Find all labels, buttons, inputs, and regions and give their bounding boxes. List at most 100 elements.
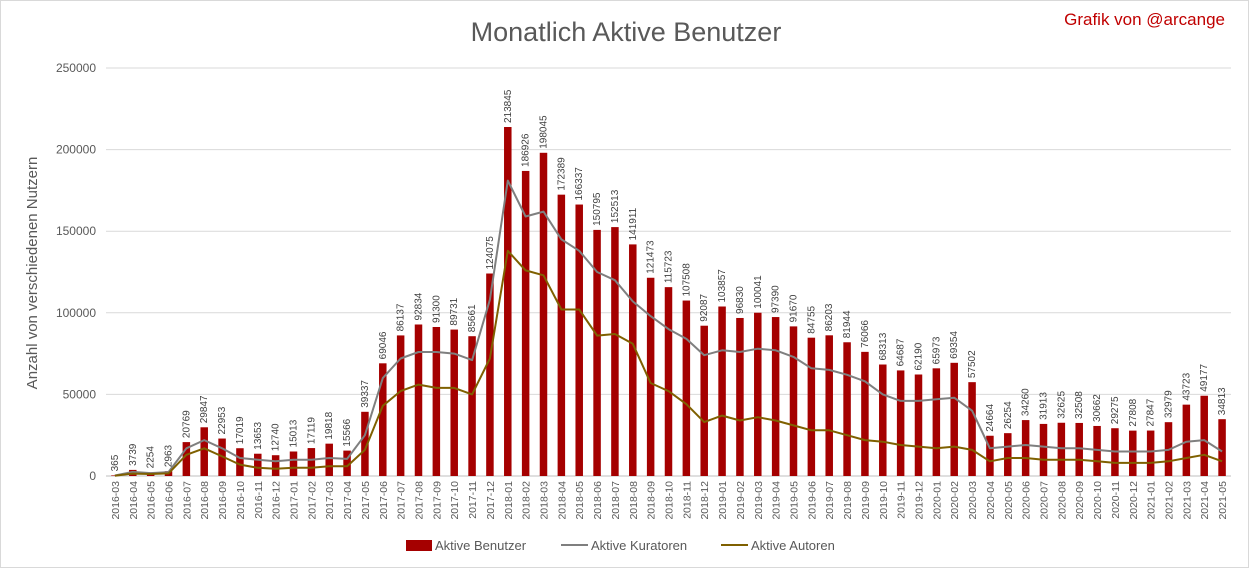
x-tick-label: 2019-05 (789, 481, 801, 520)
data-label: 30662 (1092, 394, 1103, 422)
data-label: 27808 (1128, 398, 1139, 426)
bar-aktive-benutzer (646, 277, 655, 476)
bar-aktive-benutzer (807, 337, 816, 476)
x-tick-label: 2021-04 (1199, 481, 1211, 520)
x-tick-label: 2018-08 (628, 481, 640, 520)
data-label: 32625 (1056, 391, 1067, 419)
x-tick-label: 2020-10 (1092, 481, 1104, 520)
line-aktive-autoren (114, 249, 1223, 477)
x-tick-label: 2019-07 (824, 481, 836, 520)
x-tick-label: 2016-06 (164, 481, 176, 520)
data-label: 166337 (574, 167, 585, 201)
data-label: 17119 (306, 417, 317, 445)
x-tick-label: 2020-03 (967, 481, 979, 520)
bar-aktive-benutzer (1057, 422, 1066, 476)
x-tick-label: 2017-08 (414, 481, 426, 520)
line-aktive-kuratoren (114, 179, 1223, 477)
x-tick-label: 2016-09 (217, 481, 229, 520)
data-label: 172389 (556, 157, 567, 191)
x-tick-label: 2016-10 (235, 481, 247, 520)
bar-aktive-benutzer (914, 374, 923, 476)
x-tick-label: 2020-11 (1110, 481, 1122, 519)
data-label: 32979 (1164, 390, 1175, 418)
bar-aktive-benutzer (593, 229, 601, 476)
bar-aktive-benutzer (236, 448, 244, 476)
data-label: 69046 (378, 331, 389, 359)
data-label: 81944 (842, 310, 853, 338)
bar-aktive-benutzer (325, 443, 333, 476)
x-tick-label: 2017-10 (449, 481, 461, 520)
x-tick-label: 2019-02 (735, 481, 747, 520)
bar-aktive-benutzer (468, 336, 476, 476)
x-tick-label: 2016-03 (110, 481, 122, 520)
x-tick-label: 2021-02 (1164, 481, 1176, 520)
x-tick-label: 2019-04 (771, 481, 783, 520)
x-tick-label: 2018-01 (503, 481, 515, 520)
data-label: 49177 (1199, 363, 1210, 391)
data-label-layer: 365 3739 2254 2963 20769 29847 22953 17019 13653… (110, 89, 1228, 471)
data-label: 64687 (896, 338, 907, 366)
legend-label-aktive-benutzer: Aktive Benutzer (435, 538, 527, 553)
line-layer (114, 179, 1223, 477)
x-tick-label: 2017-04 (342, 481, 354, 520)
bar-aktive-benutzer (1146, 430, 1155, 476)
legend-label-aktive-autoren: Aktive Autoren (751, 538, 835, 553)
x-tick-label: 2020-05 (1003, 481, 1015, 520)
data-label: 34260 (1021, 388, 1032, 416)
bar-aktive-benutzer (575, 204, 583, 476)
x-tick-label: 2020-09 (1074, 481, 1086, 520)
x-tick-label: 2020-06 (1021, 481, 1033, 520)
bar-aktive-benutzer (843, 342, 851, 476)
bar-aktive-benutzer (379, 363, 387, 476)
bar-aktive-benutzer (789, 326, 798, 476)
data-label: 97390 (771, 285, 782, 313)
data-label: 150795 (592, 192, 603, 226)
bar-aktive-benutzer (879, 364, 887, 476)
data-label: 24664 (985, 404, 996, 432)
x-tick-label: 2017-05 (360, 481, 372, 520)
data-label: 43723 (1181, 372, 1192, 400)
data-label: 365 (110, 454, 121, 471)
x-tick-label: 2018-05 (574, 481, 586, 520)
x-tick-label: 2021-05 (1217, 481, 1229, 520)
bar-aktive-benutzer (307, 448, 316, 476)
x-tick-label: 2020-04 (985, 481, 997, 520)
data-label: 15566 (342, 418, 353, 446)
data-label: 198045 (539, 115, 550, 149)
bar-aktive-benutzer (825, 335, 833, 476)
bar-aktive-benutzer (396, 335, 405, 476)
data-label: 2963 (164, 444, 175, 467)
x-tick-label: 2017-03 (324, 481, 336, 520)
bar-aktive-benutzer (254, 453, 262, 476)
x-tick-label: 2019-11 (896, 481, 908, 519)
data-label: 65973 (931, 336, 942, 364)
data-label: 34813 (1217, 387, 1228, 415)
bar-aktive-benutzer (718, 306, 726, 476)
x-tick-label: 2016-12 (271, 481, 283, 520)
data-label: 91670 (789, 294, 800, 322)
data-label: 57502 (967, 350, 978, 378)
bar-aktive-benutzer (414, 324, 423, 476)
y-tick-label: 250000 (56, 61, 96, 75)
legend-label-aktive-kuratoren: Aktive Kuratoren (591, 538, 687, 553)
data-label: 26254 (1003, 401, 1014, 429)
bar-aktive-benutzer (1075, 422, 1083, 476)
bar-aktive-benutzer (611, 227, 619, 476)
data-label: 39337 (360, 380, 371, 408)
y-tick-label: 100000 (56, 306, 96, 320)
bar-aktive-benutzer (271, 455, 280, 476)
bar-layer (111, 127, 1226, 477)
bar-aktive-benutzer (1218, 419, 1226, 476)
data-label: 141911 (628, 207, 639, 240)
data-label: 91300 (431, 295, 442, 323)
bar-aktive-benutzer (361, 411, 369, 476)
data-label: 22953 (217, 406, 228, 434)
x-tick-label: 2020-01 (931, 481, 943, 520)
bar-aktive-benutzer (682, 300, 691, 476)
x-tick-label: 2019-09 (860, 481, 872, 520)
data-label: 96830 (735, 286, 746, 314)
chart-credit: Grafik von @arcange (1064, 10, 1225, 29)
bar-aktive-benutzer (1093, 425, 1101, 476)
y-axis-label: Anzahl von verschiedenen Nutzern (24, 157, 41, 390)
